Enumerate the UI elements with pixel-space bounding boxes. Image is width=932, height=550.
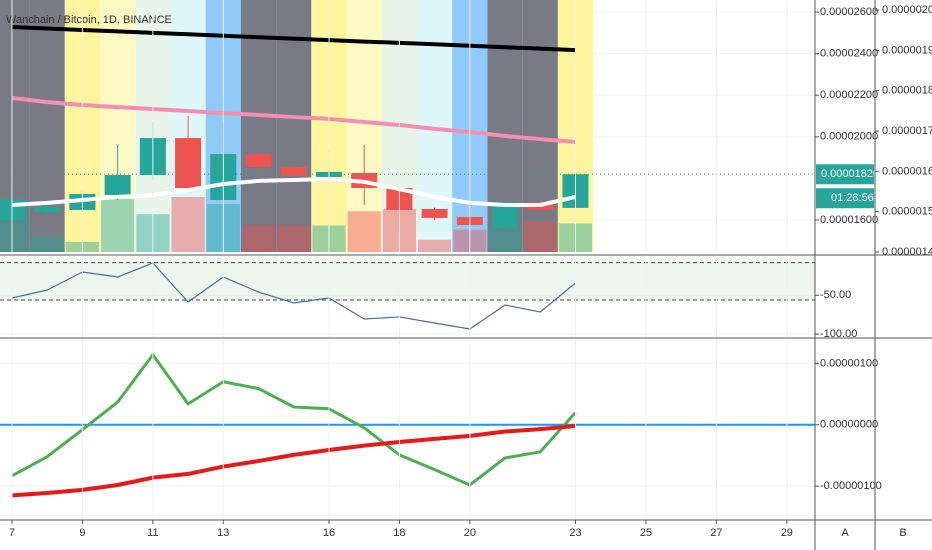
y-tick-label: -100.00 — [820, 328, 857, 340]
series-line — [11, 177, 576, 208]
x-tick-label: 23 — [569, 527, 581, 539]
candle-body — [245, 154, 272, 167]
volume-bar — [101, 199, 135, 252]
candle-body — [104, 175, 131, 196]
y-tick-label: 0.00000000 — [820, 419, 878, 431]
volume-bar — [523, 221, 557, 252]
y-tick-label: 0.00002000 — [820, 131, 878, 143]
countdown-label: 01:28:56 — [831, 192, 874, 204]
volume-bar — [418, 239, 452, 252]
scale-button[interactable]: A — [841, 527, 849, 539]
y-tick-label: 0.00002600 — [820, 6, 878, 18]
volume-bar — [241, 225, 276, 252]
scale-button[interactable]: B — [899, 527, 906, 539]
countdown-badge — [816, 188, 874, 209]
y-tick-label: 0.00000100 — [820, 357, 878, 369]
x-tick-label: 13 — [217, 527, 229, 539]
candle-body — [175, 138, 202, 188]
day-highlight — [240, 0, 277, 252]
x-tick-label: 29 — [781, 527, 793, 539]
series-line — [11, 424, 576, 498]
candle-body — [421, 208, 448, 218]
x-tick-label: 25 — [640, 527, 652, 539]
band-fill — [0, 262, 815, 300]
last-price-label: 0.00001820 — [821, 168, 879, 180]
last-price-badge — [816, 164, 874, 185]
day-highlight — [276, 0, 312, 252]
y-tick-label: -0.00000100 — [820, 480, 882, 492]
y-tick-label: 0.00002200 — [820, 89, 878, 101]
y-tick-label: -50.00 — [820, 289, 851, 301]
x-tick-label: 7 — [9, 527, 15, 539]
pane — [0, 353, 815, 498]
x-tick-label: 27 — [710, 527, 722, 539]
x-tick-label: 16 — [323, 527, 335, 539]
pane — [0, 262, 815, 335]
series-line — [11, 25, 576, 53]
volume-bar — [171, 197, 205, 252]
day-highlight — [100, 0, 136, 252]
series-line — [11, 262, 576, 330]
x-tick-label: 20 — [464, 527, 476, 539]
volume-bar — [30, 236, 64, 252]
candle-body — [34, 206, 61, 213]
volume-bar — [488, 227, 522, 252]
volume-bar — [347, 211, 381, 252]
x-tick-label: 18 — [393, 527, 405, 539]
y-tick-label: 0.00001600 — [820, 214, 878, 226]
x-tick-label: 11 — [147, 527, 158, 539]
series-line — [11, 353, 577, 487]
x-tick-label: 9 — [79, 527, 85, 539]
series-line — [11, 95, 576, 145]
candle-body — [280, 166, 307, 176]
chart-title: Wanchain / Bitcoin, 1D, BINANCE — [6, 14, 172, 26]
day-highlight — [522, 0, 558, 252]
y-tick-label: 0.00002400 — [820, 48, 878, 60]
volume-bar — [277, 225, 311, 252]
y2-tick-label: 0.00000140 — [882, 246, 932, 258]
